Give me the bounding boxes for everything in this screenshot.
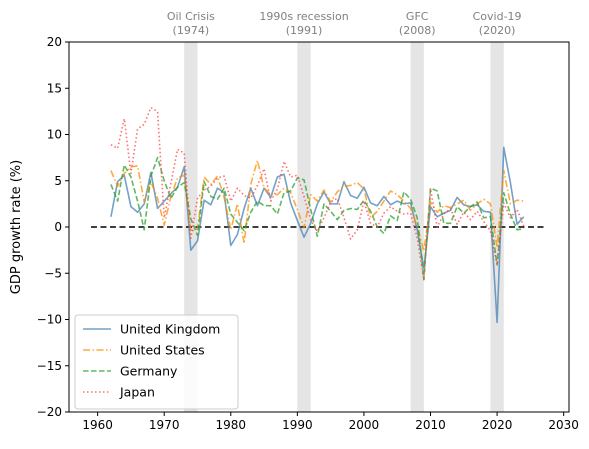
x-tick-label: 2000 [349, 418, 380, 432]
y-tick-label: 20 [47, 35, 62, 49]
x-tick-label: 1970 [149, 418, 180, 432]
y-tick-label: −10 [37, 313, 62, 327]
event-label-year: (2008) [399, 24, 436, 37]
y-axis: −20 −15 −10 −5 0 5 10 15 20 [37, 35, 69, 419]
y-tick-label: 0 [54, 220, 62, 234]
legend-box [74, 314, 239, 410]
x-axis: 1960 1970 1980 1990 2000 2010 2020 2030 [82, 412, 579, 432]
series-lines [110, 106, 525, 324]
y-axis-label: GDP growth rate (%) [9, 160, 24, 294]
x-tick-label: 1980 [216, 418, 247, 432]
x-tick-label: 2010 [415, 418, 446, 432]
y-tick-label: 10 [47, 128, 62, 142]
series-line-united-states [110, 159, 524, 252]
legend-label: United States [120, 343, 205, 358]
event-label-year: (1974) [173, 24, 210, 37]
event-labels: Oil Crisis(1974) 1990s recession(1991) GFC… [167, 10, 522, 37]
y-tick-label: −5 [44, 266, 62, 280]
legend-label: Japan [119, 385, 155, 400]
y-tick-label: 15 [47, 81, 62, 95]
series-line-united-kingdom [110, 146, 525, 324]
x-tick-label: 1960 [82, 418, 113, 432]
event-label-year: (2020) [479, 24, 516, 37]
event-label: Oil Crisis [167, 10, 215, 23]
event-label: GFC [406, 10, 429, 23]
event-band [490, 42, 504, 412]
x-tick-label: 1990 [282, 418, 313, 432]
legend-label: United Kingdom [120, 322, 220, 337]
y-tick-label: −15 [37, 359, 62, 373]
x-tick-label: 2030 [548, 418, 579, 432]
legend-label: Germany [120, 364, 178, 379]
x-tick-label: 2020 [482, 418, 513, 432]
event-label: Covid-19 [473, 10, 522, 23]
y-tick-label: −20 [37, 405, 62, 419]
series-line-germany [110, 156, 524, 281]
event-label-year: (1991) [286, 24, 323, 37]
y-tick-label: 5 [54, 174, 62, 188]
event-label: 1990s recession [259, 10, 348, 23]
legend: United Kingdom United States Germany Japan [74, 314, 239, 410]
